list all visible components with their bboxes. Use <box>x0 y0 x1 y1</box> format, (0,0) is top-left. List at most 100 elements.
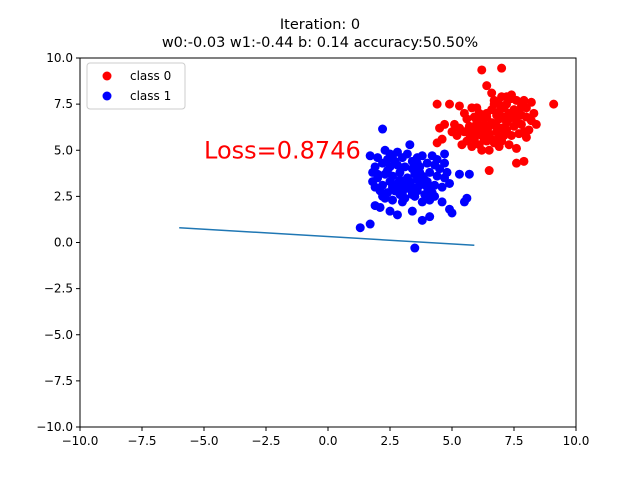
data-point <box>417 151 427 161</box>
data-point <box>482 81 492 91</box>
x-tick-label: −5.0 <box>189 434 218 448</box>
data-point <box>467 103 477 113</box>
data-point <box>378 124 388 134</box>
data-point <box>482 112 492 122</box>
data-point <box>469 112 479 122</box>
data-point <box>437 182 447 192</box>
data-point <box>477 65 487 75</box>
legend-marker <box>102 91 112 101</box>
data-point <box>412 175 422 185</box>
data-point <box>435 123 445 133</box>
data-point <box>405 177 415 187</box>
data-point <box>375 202 385 212</box>
y-tick-label: 10.0 <box>46 51 73 65</box>
legend-label: class 0 <box>130 69 171 83</box>
data-point <box>410 243 420 253</box>
data-point <box>405 140 415 150</box>
data-point <box>519 127 529 137</box>
x-tick-label: 10.0 <box>563 434 590 448</box>
data-point <box>529 108 539 118</box>
data-point <box>477 145 487 155</box>
data-point <box>494 99 504 109</box>
data-point <box>474 123 484 133</box>
data-point <box>417 197 427 207</box>
data-point <box>383 166 393 176</box>
data-point <box>435 164 445 174</box>
data-point <box>479 134 489 144</box>
data-point <box>425 212 435 222</box>
data-point <box>507 90 517 100</box>
data-point <box>502 99 512 109</box>
data-point <box>425 167 435 177</box>
decision-boundary-line <box>179 226 475 247</box>
data-point <box>497 123 507 133</box>
data-point <box>390 156 400 166</box>
data-point <box>511 158 521 168</box>
data-point <box>504 140 514 150</box>
data-point <box>519 156 529 166</box>
data-point <box>464 129 474 139</box>
data-point <box>397 182 407 192</box>
data-point <box>549 99 559 109</box>
y-tick-label: −2.5 <box>44 282 73 296</box>
data-point <box>392 210 402 220</box>
data-point <box>387 182 397 192</box>
data-point <box>373 169 383 179</box>
data-point <box>484 145 494 155</box>
data-point <box>432 138 442 148</box>
data-point <box>407 206 417 216</box>
data-point <box>462 193 472 203</box>
data-point <box>467 142 477 152</box>
data-point <box>407 190 417 200</box>
data-point <box>378 191 388 201</box>
data-point <box>514 107 524 117</box>
data-point <box>365 151 375 161</box>
data-point <box>395 190 405 200</box>
data-point <box>447 127 457 137</box>
data-point <box>494 142 504 152</box>
data-point <box>457 140 467 150</box>
data-point <box>484 121 494 131</box>
y-tick-label: −10.0 <box>36 420 73 434</box>
data-point <box>454 101 464 111</box>
legend: class 0 class 1 <box>86 62 186 110</box>
data-point <box>412 158 422 168</box>
data-point <box>445 99 455 109</box>
y-tick-label: 5.0 <box>54 143 73 157</box>
data-point <box>526 116 536 126</box>
data-point <box>422 177 432 187</box>
y-axis: 10.0 7.5 5.0 2.5 0.0 −2.5 −5.0 −7.5 −10.0 <box>36 51 80 434</box>
x-tick-label: −10.0 <box>62 434 99 448</box>
legend-marker <box>102 71 112 81</box>
data-point <box>497 63 507 73</box>
data-point <box>417 215 427 225</box>
x-axis: −10.0 −7.5 −5.0 −2.5 0.0 2.5 5.0 7.5 10.0 <box>62 427 590 448</box>
data-point <box>464 169 474 179</box>
y-tick-label: −7.5 <box>44 374 73 388</box>
data-point <box>385 149 395 159</box>
x-tick-label: 0.0 <box>318 434 337 448</box>
y-tick-label: 2.5 <box>54 189 73 203</box>
data-point <box>437 197 447 207</box>
legend-label: class 1 <box>130 89 171 103</box>
data-point <box>430 180 440 190</box>
x-tick-label: −2.5 <box>251 434 280 448</box>
data-point <box>422 158 432 168</box>
x-tick-label: −7.5 <box>127 434 156 448</box>
data-point <box>365 219 375 229</box>
x-tick-label: 5.0 <box>442 434 461 448</box>
data-point <box>511 143 521 153</box>
x-tick-label: 7.5 <box>504 434 523 448</box>
data-point <box>487 134 497 144</box>
chart-title: Iteration: 0 <box>279 17 361 33</box>
chart-subtitle: w0:-0.03 w1:-0.44 b: 0.14 accuracy:50.50… <box>161 35 479 51</box>
data-point <box>440 149 450 159</box>
data-point <box>494 132 504 142</box>
data-point <box>355 223 365 233</box>
x-tick-label: 2.5 <box>380 434 399 448</box>
data-point <box>430 191 440 201</box>
data-point <box>464 121 474 131</box>
data-point <box>378 158 388 168</box>
data-point <box>432 99 442 109</box>
